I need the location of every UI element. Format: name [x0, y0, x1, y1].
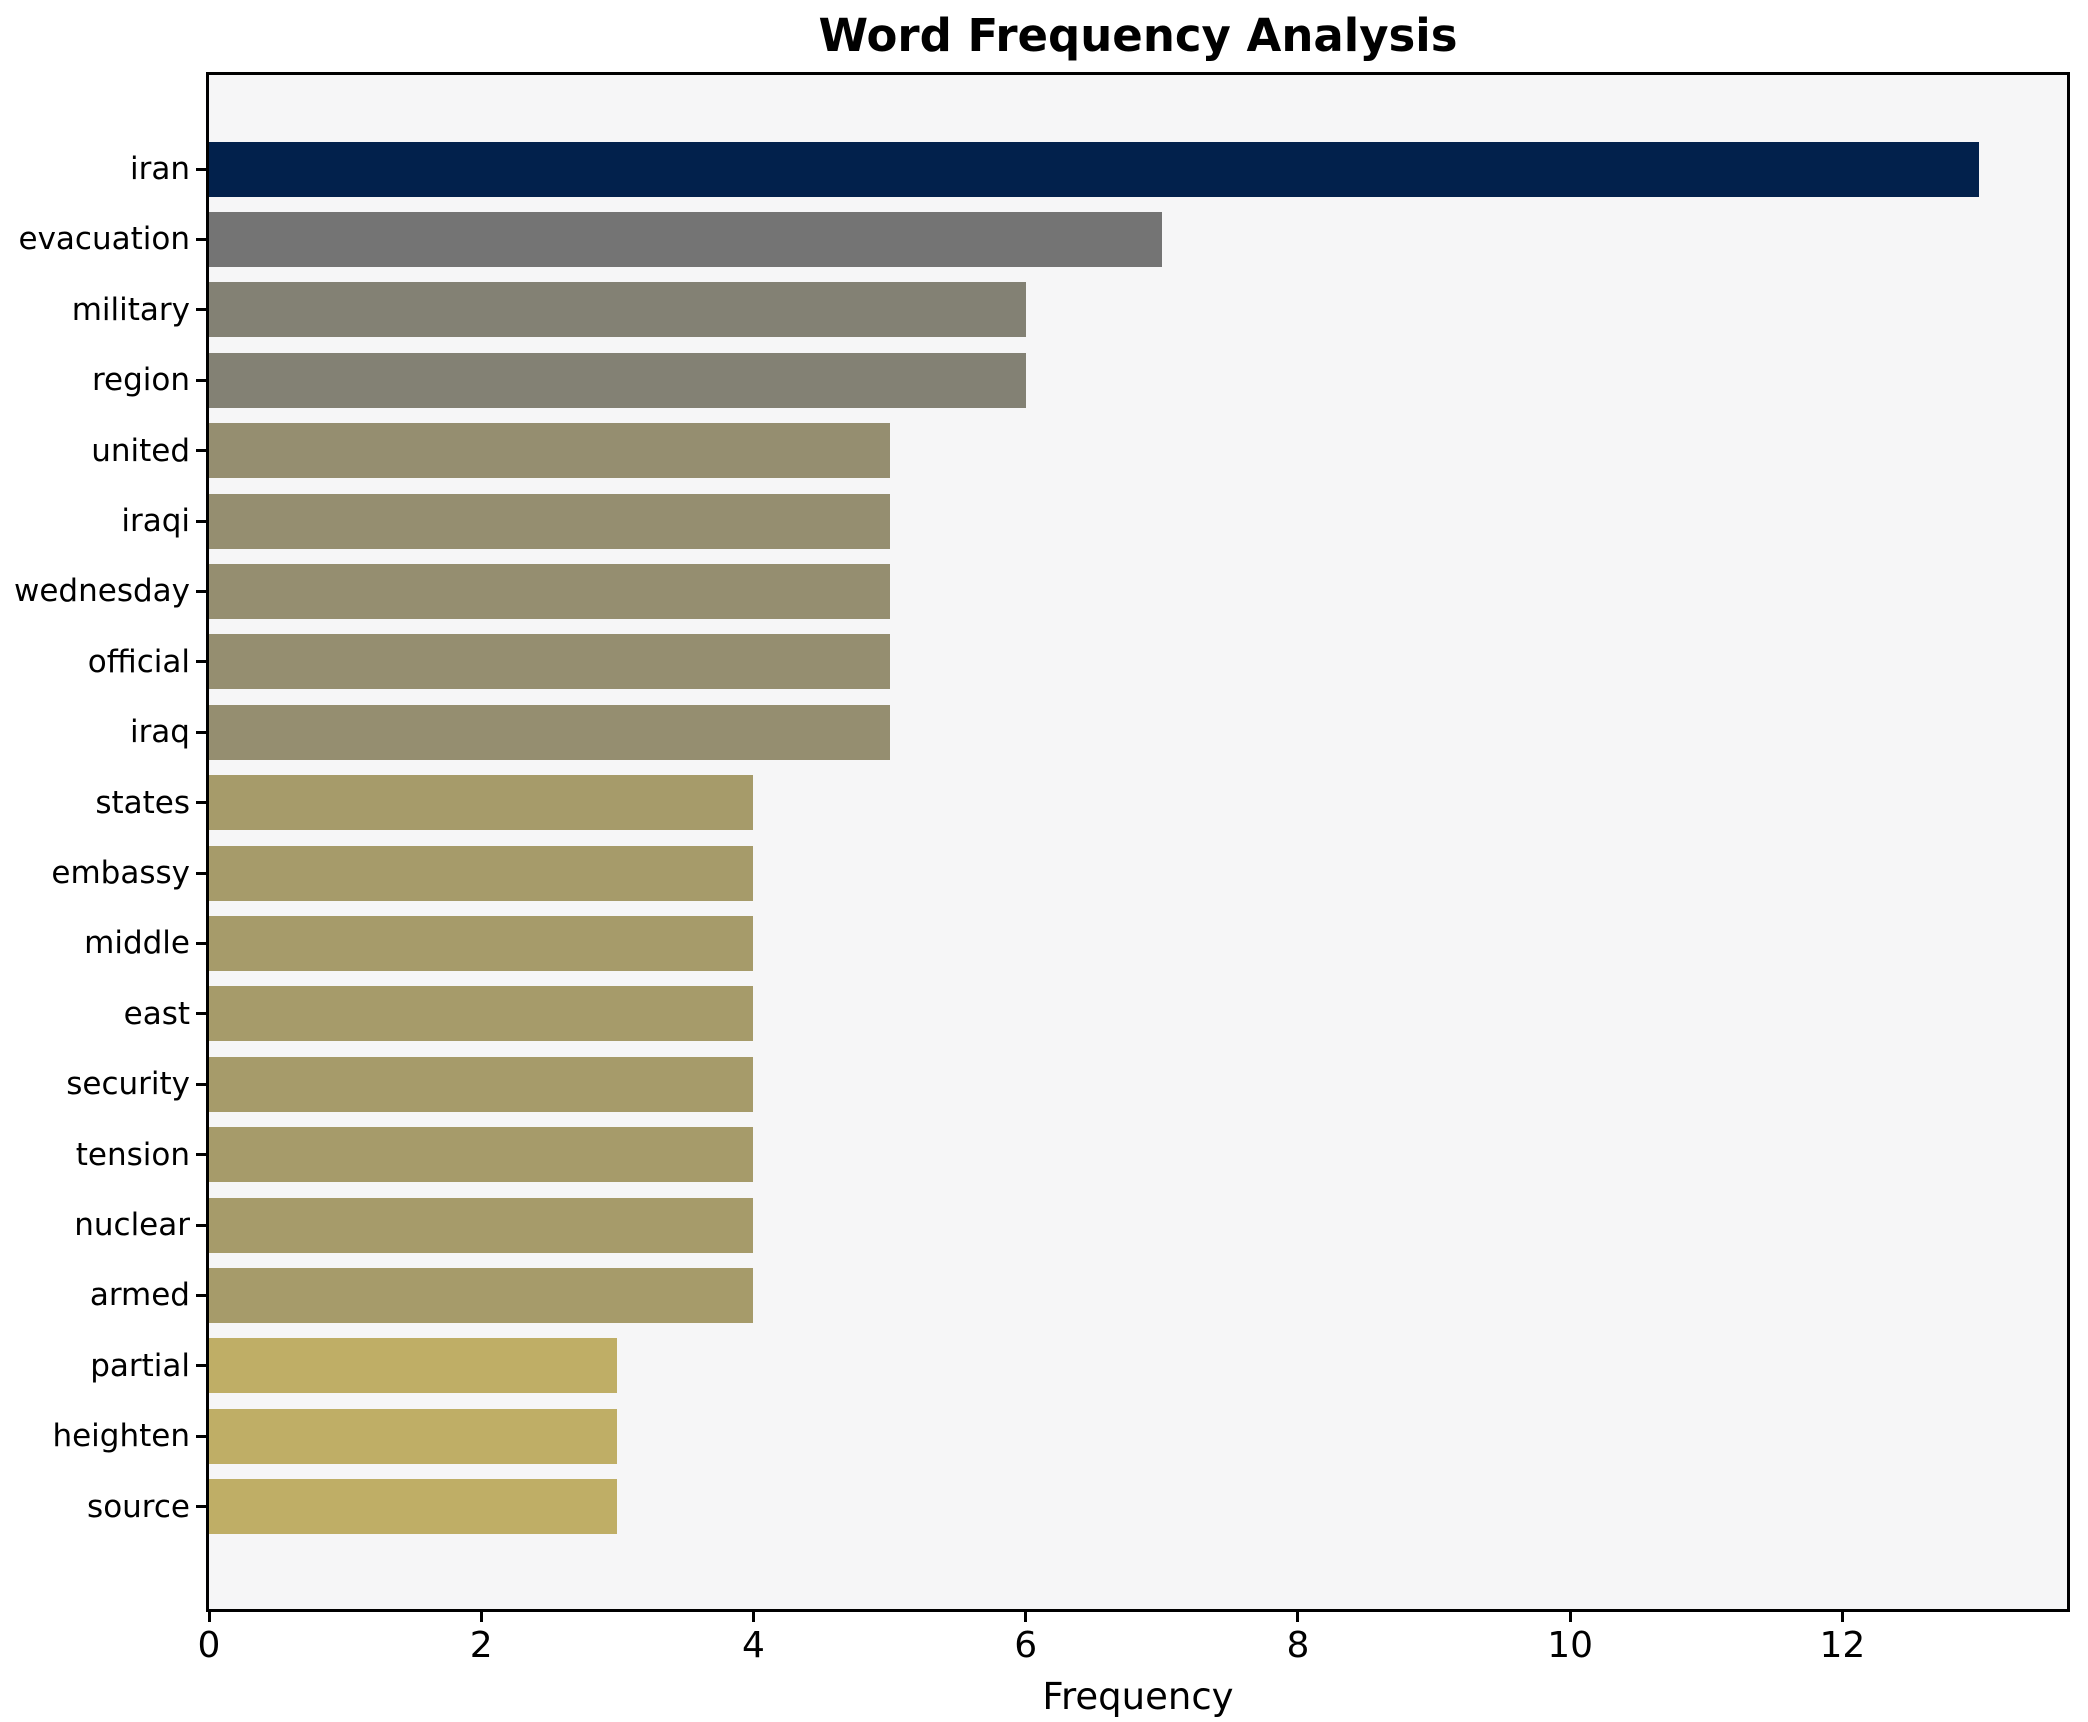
y-tick-label: iraq — [129, 714, 190, 751]
plot-area — [206, 72, 2070, 1612]
y-tick — [196, 1505, 206, 1509]
bar-security — [209, 1056, 754, 1112]
bar-region — [209, 352, 1026, 408]
y-tick — [196, 1293, 206, 1297]
y-tick-label: embassy — [51, 855, 190, 891]
x-tick — [207, 1612, 211, 1622]
y-tick-label: nuclear — [74, 1207, 190, 1243]
bar-armed — [209, 1267, 754, 1323]
bar-nuclear — [209, 1197, 754, 1253]
y-tick-label: armed — [89, 1277, 190, 1314]
y-tick — [196, 519, 206, 523]
x-tick-label: 8 — [1286, 1625, 1310, 1666]
bar-tension — [209, 1127, 754, 1183]
bar-united — [209, 423, 890, 479]
y-tick — [196, 1082, 206, 1086]
y-tick-label: region — [91, 362, 190, 399]
y-tick-label: evacuation — [18, 221, 190, 258]
bar-iraqi — [209, 493, 890, 549]
y-tick-label: official — [87, 643, 190, 680]
y-tick — [196, 449, 206, 453]
x-tick — [751, 1612, 755, 1622]
x-tick-label: 12 — [1819, 1625, 1866, 1666]
y-tick — [196, 308, 206, 312]
y-tick — [196, 941, 206, 945]
y-tick-label: military — [71, 291, 190, 328]
y-tick-label: united — [91, 432, 190, 469]
y-tick — [196, 167, 206, 171]
y-tick-label: states — [95, 784, 190, 821]
x-tick-label: 4 — [742, 1625, 765, 1666]
y-tick-label: security — [66, 1066, 190, 1103]
bar-east — [209, 986, 754, 1042]
x-tick-label: 2 — [469, 1625, 493, 1666]
y-tick — [196, 1012, 206, 1016]
y-tick — [196, 730, 206, 734]
y-tick-label: tension — [75, 1136, 190, 1173]
bar-evacuation — [209, 211, 1162, 267]
y-tick-label: middle — [84, 925, 190, 962]
bar-military — [209, 282, 1026, 338]
bar-embassy — [209, 845, 754, 901]
x-tick — [1024, 1612, 1028, 1622]
x-tick — [1568, 1612, 1572, 1622]
y-tick — [196, 1223, 206, 1227]
bar-official — [209, 634, 890, 690]
bar-iran — [209, 141, 1979, 197]
x-tick-label: 10 — [1547, 1625, 1594, 1666]
y-tick — [196, 801, 206, 805]
bar-iraq — [209, 704, 890, 760]
y-tick — [196, 1153, 206, 1157]
y-tick — [196, 1364, 206, 1368]
x-tick — [479, 1612, 483, 1622]
x-tick-label: 0 — [197, 1625, 221, 1666]
y-tick — [196, 660, 206, 664]
x-tick — [1840, 1612, 1844, 1622]
y-tick-label: wednesday — [14, 573, 190, 610]
y-tick-label: east — [123, 995, 190, 1032]
x-axis-label: Frequency — [1042, 1675, 1234, 1718]
bar-middle — [209, 915, 754, 971]
y-tick-label: iran — [129, 151, 190, 187]
y-tick — [196, 589, 206, 593]
y-tick-label: partial — [90, 1347, 190, 1384]
y-tick-label: iraqi — [121, 503, 190, 539]
bar-states — [209, 775, 754, 831]
bar-heighten — [209, 1408, 618, 1464]
bar-partial — [209, 1338, 618, 1394]
y-tick — [196, 378, 206, 382]
x-tick — [1296, 1612, 1300, 1622]
y-tick — [196, 871, 206, 875]
bar-source — [209, 1479, 618, 1535]
bar-wednesday — [209, 563, 890, 619]
chart-title: Word Frequency Analysis — [818, 9, 1458, 62]
y-tick — [196, 1434, 206, 1438]
y-tick-label: source — [87, 1488, 190, 1525]
x-tick-label: 6 — [1014, 1625, 1038, 1666]
y-tick — [196, 237, 206, 241]
y-tick-label: heighten — [52, 1418, 190, 1455]
